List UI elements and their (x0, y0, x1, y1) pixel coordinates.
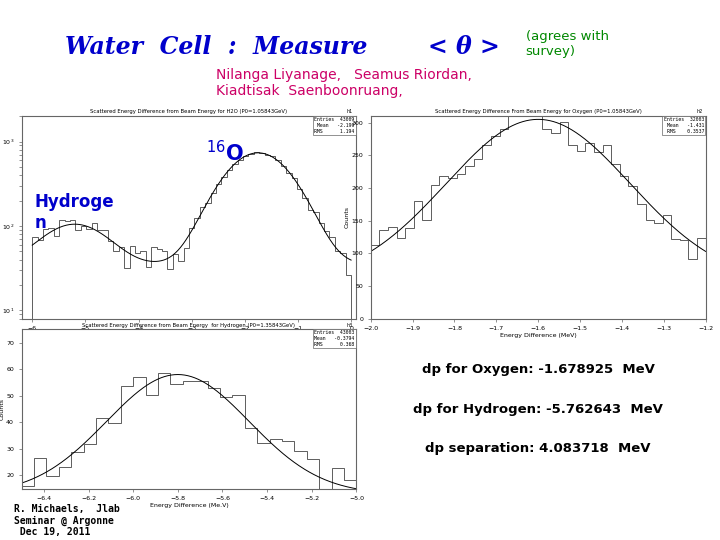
Text: h2: h2 (696, 109, 702, 114)
Text: dp for Hydrogen: -5.762643  MeV: dp for Hydrogen: -5.762643 MeV (413, 402, 663, 416)
Text: h1: h1 (347, 109, 353, 114)
Text: Entries  43003
Mean   -0.3794
RMS      0.368: Entries 43003 Mean -0.3794 RMS 0.368 (315, 330, 355, 347)
Text: Nilanga Liyanage,   Seamus Riordan,
Kiadtisak  Saenboonruang,: Nilanga Liyanage, Seamus Riordan, Kiadti… (216, 68, 472, 98)
Y-axis label: Counts: Counts (345, 206, 350, 228)
Text: Water  Cell  :  Measure: Water Cell : Measure (65, 35, 367, 59)
Text: $^{16}$O: $^{16}$O (206, 140, 244, 166)
Text: < θ >: < θ > (428, 35, 500, 59)
Title: Scattered Energy Difference from Beam Energy  for Hydrogen (P0=1.35843GeV): Scattered Energy Difference from Beam En… (83, 322, 295, 328)
Text: R. Michaels,  Jlab
Seminar @ Argonne
 Dec 19, 2011: R. Michaels, Jlab Seminar @ Argonne Dec … (14, 504, 120, 537)
Text: Entries  32003
Mean   -1.431
RMS    0.3537: Entries 32003 Mean -1.431 RMS 0.3537 (664, 117, 704, 134)
Text: Hydroge
n: Hydroge n (35, 193, 114, 232)
Title: Scattered Energy Difference from Beam Energy for H2O (P0=1.05843GeV): Scattered Energy Difference from Beam En… (91, 109, 287, 114)
Text: h3: h3 (347, 323, 353, 328)
X-axis label: Energy Difference (Me.V): Energy Difference (Me.V) (150, 503, 228, 508)
Y-axis label: Counts: Counts (0, 398, 5, 420)
Text: (agrees with
survey): (agrees with survey) (526, 30, 608, 58)
Text: dp separation: 4.083718  MeV: dp separation: 4.083718 MeV (426, 442, 651, 455)
X-axis label: Energy Difference (MeV): Energy Difference (MeV) (500, 333, 577, 338)
Text: Entries  43009
Mean   -2.199
RMS      1.194: Entries 43009 Mean -2.199 RMS 1.194 (315, 117, 355, 134)
X-axis label: Energy Difference (MeV): Energy Difference (MeV) (150, 333, 228, 338)
Text: dp for Oxygen: -1.678925  MeV: dp for Oxygen: -1.678925 MeV (422, 363, 654, 376)
Title: Scattered Energy Difference From Beam Energy for Oxygen (P0=1.05843GeV): Scattered Energy Difference From Beam En… (435, 109, 642, 114)
